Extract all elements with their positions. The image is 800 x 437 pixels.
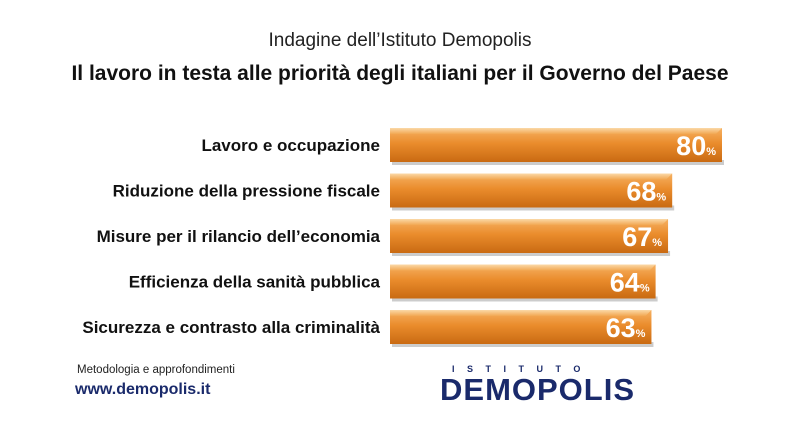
category-label: Efficienza della sanità pubblica xyxy=(129,273,381,292)
logo-main-text: DEMOPOLIS xyxy=(440,372,636,407)
chart-title: Il lavoro in testa alle priorità degli i… xyxy=(71,62,729,85)
demopolis-logo: ISTITUTO DEMOPOLIS xyxy=(440,364,670,407)
bar-shadow xyxy=(392,205,675,211)
bar-shadow xyxy=(392,160,724,165)
bar-row: Efficienza della sanità pubblica 64% xyxy=(129,264,658,302)
bar-highlight xyxy=(390,173,673,180)
bar-highlight xyxy=(390,310,652,316)
value-label: 63% xyxy=(606,313,646,343)
category-label: Riduzione della pressione fiscale xyxy=(113,182,380,201)
value-label: 64% xyxy=(610,268,650,298)
value-label: 80% xyxy=(676,131,716,161)
category-label: Sicurezza e contrasto alla criminalità xyxy=(82,318,380,337)
bar-shadow xyxy=(392,251,671,256)
bar-shadow xyxy=(392,296,658,302)
bar-highlight xyxy=(390,128,722,134)
value-label: 67% xyxy=(622,222,662,252)
logo-top-text: ISTITUTO xyxy=(452,364,593,374)
category-label: Misure per il rilancio dell’economia xyxy=(97,227,381,246)
value-label: 68% xyxy=(626,177,666,207)
category-label: Lavoro e occupazione xyxy=(201,136,380,155)
bar-highlight xyxy=(390,219,669,225)
bar-row: Lavoro e occupazione 80% xyxy=(201,128,724,165)
bar-highlight xyxy=(390,264,656,271)
chart-supertitle: Indagine dell’Istituto Demopolis xyxy=(268,30,532,51)
bar-row: Sicurezza e contrasto alla criminalità 63… xyxy=(82,310,654,347)
methodology-text: Metodologia e approfondimenti xyxy=(77,364,235,376)
bar-row: Riduzione della pressione fiscale 68% xyxy=(113,173,675,211)
bar-shadow xyxy=(392,342,654,347)
bar-row: Misure per il rilancio dell’economia 67% xyxy=(97,219,671,256)
website-link[interactable]: www.demopolis.it xyxy=(75,381,211,398)
